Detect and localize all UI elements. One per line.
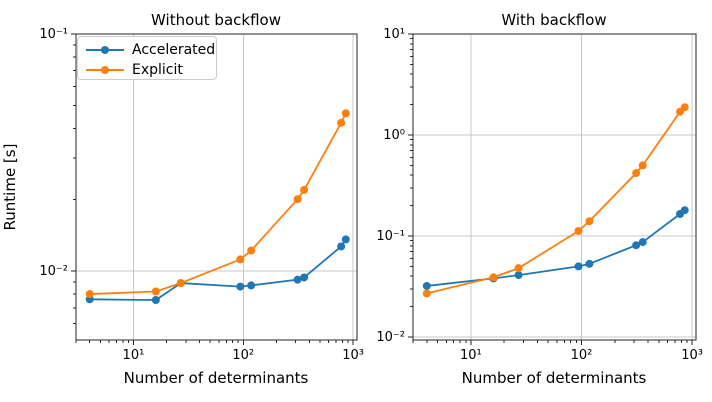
data-point-explicit [341, 109, 350, 118]
data-point-accelerated [574, 262, 583, 271]
y-tick-label: 10⁻² [39, 264, 68, 279]
data-point-explicit [236, 255, 245, 264]
x-axis-label-right: Number of determinants [461, 369, 647, 387]
data-point-accelerated [422, 281, 431, 290]
y-tick-label: 10⁻¹ [376, 229, 405, 244]
legend-label-accelerated: Accelerated [132, 42, 216, 58]
data-point-explicit [680, 103, 689, 112]
x-tick-label: 10¹ [460, 348, 482, 363]
data-point-accelerated [638, 238, 647, 247]
y-tick-label: 10⁻¹ [39, 27, 68, 42]
line-marker-icon [86, 65, 124, 75]
series-line-accelerated [88, 238, 347, 301]
subplot-title-with-backflow: With backflow [501, 11, 607, 29]
data-point-explicit [514, 264, 523, 273]
y-tick-label: 10⁰ [383, 128, 405, 143]
data-point-accelerated [680, 206, 689, 215]
data-point-explicit [300, 185, 309, 194]
data-point-explicit [85, 290, 94, 299]
data-point-explicit [337, 118, 346, 127]
x-tick-label: 10² [571, 348, 593, 363]
data-point-accelerated [632, 241, 641, 250]
legend-entry-explicit: Explicit [86, 60, 216, 80]
legend-entry-accelerated: Accelerated [86, 40, 216, 60]
data-point-explicit [585, 217, 594, 226]
data-point-explicit [632, 169, 641, 178]
subplot-title-without-backflow: Without backflow [151, 11, 281, 29]
data-point-explicit [293, 195, 302, 204]
data-point-accelerated [300, 273, 309, 282]
data-point-explicit [638, 161, 647, 170]
x-tick-label: 10³ [342, 348, 364, 363]
legend-label-explicit: Explicit [132, 62, 183, 78]
axes-spine [75, 33, 358, 341]
axes-spine [412, 33, 697, 341]
data-point-explicit [422, 289, 431, 298]
y-axis-label: Runtime [s] [1, 143, 19, 231]
data-point-accelerated [236, 282, 245, 291]
legend: Accelerated Explicit [77, 36, 217, 80]
y-tick-label: 10⁻² [376, 330, 405, 345]
line-marker-icon [86, 45, 124, 55]
data-point-explicit [574, 227, 583, 235]
data-point-accelerated [247, 281, 256, 290]
data-point-accelerated [341, 235, 350, 244]
data-point-explicit [151, 287, 160, 296]
data-point-explicit [176, 279, 185, 288]
x-tick-label: 10³ [681, 348, 703, 363]
data-point-explicit [489, 273, 498, 282]
x-tick-label: 10¹ [123, 348, 145, 363]
data-point-accelerated [585, 259, 594, 268]
data-point-accelerated [293, 275, 302, 284]
data-point-accelerated [337, 242, 346, 251]
data-point-accelerated [514, 271, 523, 280]
series-line-explicit [88, 112, 347, 295]
series-line-accelerated [425, 209, 686, 287]
y-tick-label: 10¹ [383, 27, 405, 42]
data-point-explicit [247, 246, 256, 255]
x-tick-label: 10² [232, 348, 254, 363]
data-point-accelerated [151, 296, 160, 305]
x-axis-label-left: Number of determinants [123, 369, 309, 387]
